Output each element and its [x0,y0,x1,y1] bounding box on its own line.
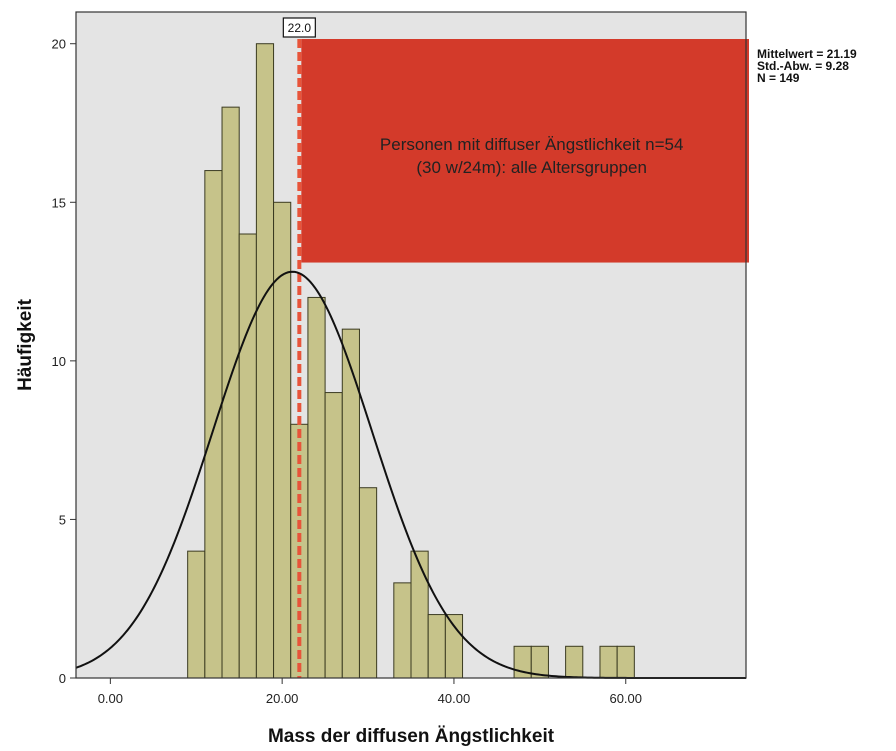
histogram-bar [599,645,618,679]
histogram-bar [444,614,464,679]
x-tick-label: 0.00 [98,691,123,706]
histogram-bar [307,296,326,679]
marker-label: 22.0 [288,21,312,35]
stats-box: Mittelwert = 21.19 Std.-Abw. = 9.28 N = … [757,47,857,85]
histogram-bar [565,645,584,679]
stat-n: N = 149 [757,71,800,85]
histogram-bar [427,614,446,679]
histogram-bar [255,43,275,679]
histogram-bar [393,582,412,679]
histogram-bar [204,170,223,679]
histogram-bar [341,328,360,679]
highlight-text-line-2: (30 w/24m): alle Altersgruppen [416,158,647,177]
y-tick-label: 10 [52,354,66,369]
histogram-bar [187,550,206,679]
histogram-bar [616,645,635,679]
y-tick-label: 5 [59,512,66,527]
histogram-bar [358,487,378,679]
bars-group [187,43,635,679]
x-axis: 0.00 20.00 40.00 60.00 [98,678,642,706]
histogram-bar [273,201,292,679]
x-tick-label: 60.00 [609,691,642,706]
histogram-bar [410,550,429,679]
x-tick-label: 20.00 [266,691,299,706]
histogram-bar [324,392,343,679]
stat-mean: Mittelwert = 21.19 [757,47,857,61]
y-axis: 0 5 10 15 20 [52,37,76,686]
marker-label-box: 22.0 [282,17,316,38]
highlight-rect [301,39,749,263]
y-tick-label: 15 [52,195,66,210]
x-axis-title: Mass der diffusen Ängstlichkeit [268,726,555,747]
marker-box-rect [282,17,316,38]
highlight-text-line-1: Personen mit diffuser Ängstlichkeit n=54 [380,135,684,154]
highlight-region: Personen mit diffuser Ängstlichkeit n=54… [301,39,749,263]
y-tick-label: 20 [52,37,66,52]
plot-border [75,11,747,679]
stat-sd: Std.-Abw. = 9.28 [757,59,849,73]
x-tick-label: 40.00 [438,691,471,706]
y-tick-label: 0 [59,671,66,686]
histogram-bar [238,233,257,679]
y-axis-title: Häufigkeit [15,298,36,391]
